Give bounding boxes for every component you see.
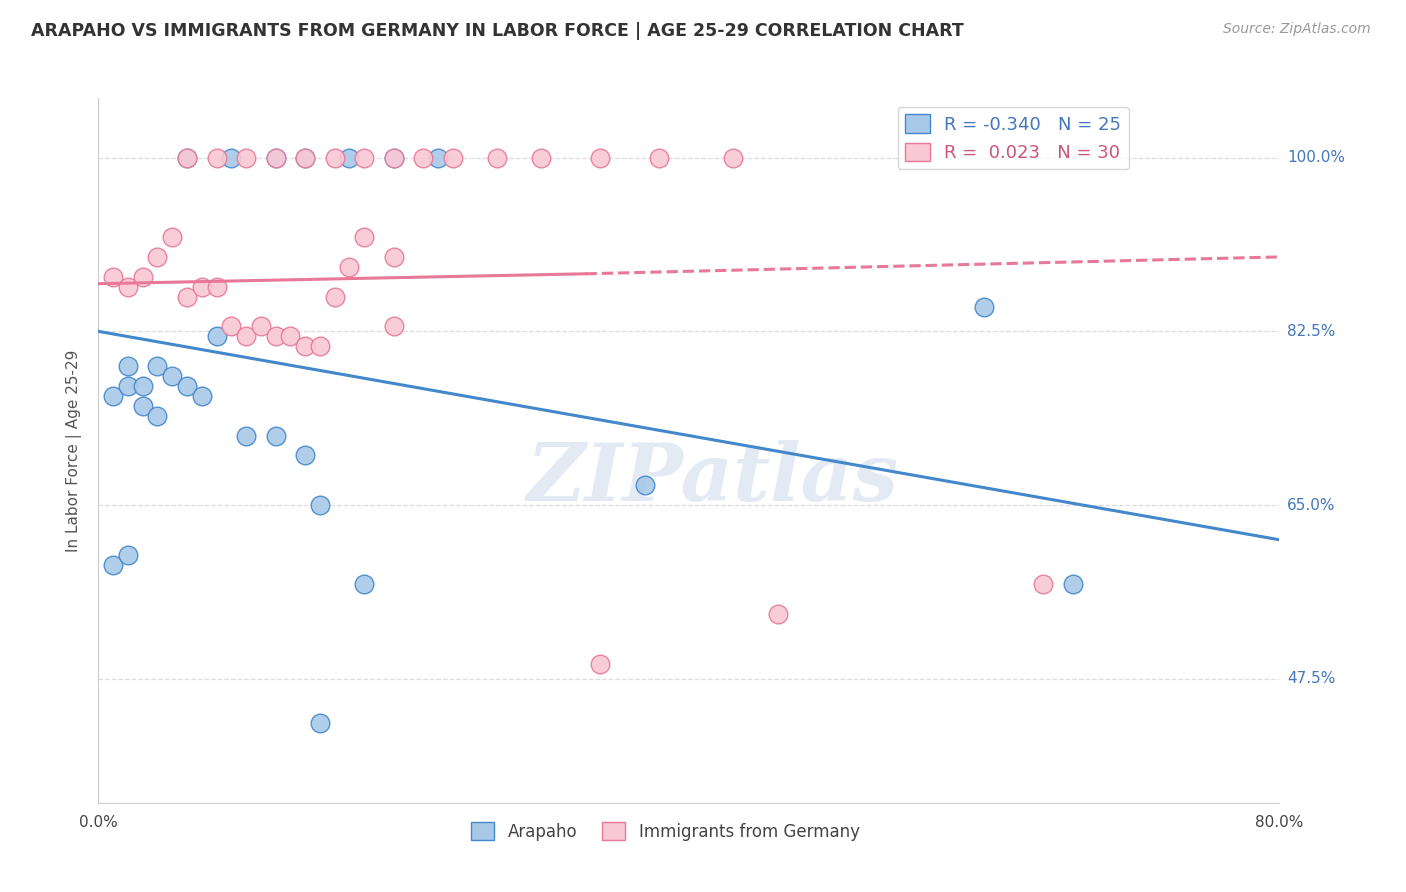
Point — [723, 151, 745, 165]
Point — [309, 339, 332, 353]
Point — [264, 151, 287, 165]
Point — [973, 300, 995, 314]
Legend: Arapaho, Immigrants from Germany: Arapaho, Immigrants from Germany — [464, 816, 866, 847]
Point — [1032, 577, 1054, 591]
Point — [176, 151, 198, 165]
Text: 65.0%: 65.0% — [1286, 498, 1336, 513]
Point — [264, 428, 287, 442]
Text: 82.5%: 82.5% — [1286, 324, 1336, 339]
Point — [235, 329, 257, 343]
Point — [323, 290, 346, 304]
Point — [176, 379, 198, 393]
Point — [323, 151, 346, 165]
Point — [309, 498, 332, 512]
Point — [205, 151, 228, 165]
Point — [146, 250, 169, 264]
Point — [353, 577, 375, 591]
Point — [117, 379, 139, 393]
Point — [176, 151, 198, 165]
Point — [132, 399, 155, 413]
Point — [162, 230, 183, 244]
Point — [294, 151, 316, 165]
Point — [103, 558, 125, 572]
Point — [117, 359, 139, 373]
Point — [250, 319, 273, 334]
Point — [309, 716, 332, 731]
Point — [441, 151, 464, 165]
Point — [294, 449, 316, 463]
Text: 0.0%: 0.0% — [79, 814, 118, 830]
Text: 47.5%: 47.5% — [1286, 672, 1336, 686]
Y-axis label: In Labor Force | Age 25-29: In Labor Force | Age 25-29 — [66, 350, 83, 551]
Point — [382, 250, 405, 264]
Point — [1062, 577, 1084, 591]
Point — [103, 269, 125, 284]
Point — [339, 151, 361, 165]
Point — [132, 379, 155, 393]
Point — [294, 151, 316, 165]
Point — [294, 339, 316, 353]
Point — [530, 151, 553, 165]
Point — [146, 409, 169, 423]
Point — [427, 151, 450, 165]
Point — [221, 319, 243, 334]
Point — [353, 151, 375, 165]
Point — [221, 151, 243, 165]
Point — [103, 389, 125, 403]
Point — [766, 607, 789, 622]
Point — [191, 389, 214, 403]
Point — [589, 657, 612, 671]
Point — [205, 329, 228, 343]
Point — [634, 478, 657, 492]
Point — [589, 151, 612, 165]
Text: 80.0%: 80.0% — [1256, 814, 1303, 830]
Point — [146, 359, 169, 373]
Point — [382, 151, 405, 165]
Point — [205, 279, 228, 293]
Point — [235, 428, 257, 442]
Text: ZIPatlas: ZIPatlas — [526, 440, 898, 517]
Point — [117, 548, 139, 562]
Point — [382, 151, 405, 165]
Text: 100.0%: 100.0% — [1286, 150, 1346, 165]
Text: ARAPAHO VS IMMIGRANTS FROM GERMANY IN LABOR FORCE | AGE 25-29 CORRELATION CHART: ARAPAHO VS IMMIGRANTS FROM GERMANY IN LA… — [31, 22, 963, 40]
Point — [382, 319, 405, 334]
Point — [486, 151, 509, 165]
Point — [176, 290, 198, 304]
Point — [280, 329, 302, 343]
Point — [412, 151, 434, 165]
Point — [648, 151, 671, 165]
Point — [264, 151, 287, 165]
Point — [235, 151, 257, 165]
Point — [264, 329, 287, 343]
Point — [117, 279, 139, 293]
Point — [353, 230, 375, 244]
Point — [339, 260, 361, 274]
Point — [191, 279, 214, 293]
Point — [162, 369, 183, 384]
Text: Source: ZipAtlas.com: Source: ZipAtlas.com — [1223, 22, 1371, 37]
Point — [132, 269, 155, 284]
